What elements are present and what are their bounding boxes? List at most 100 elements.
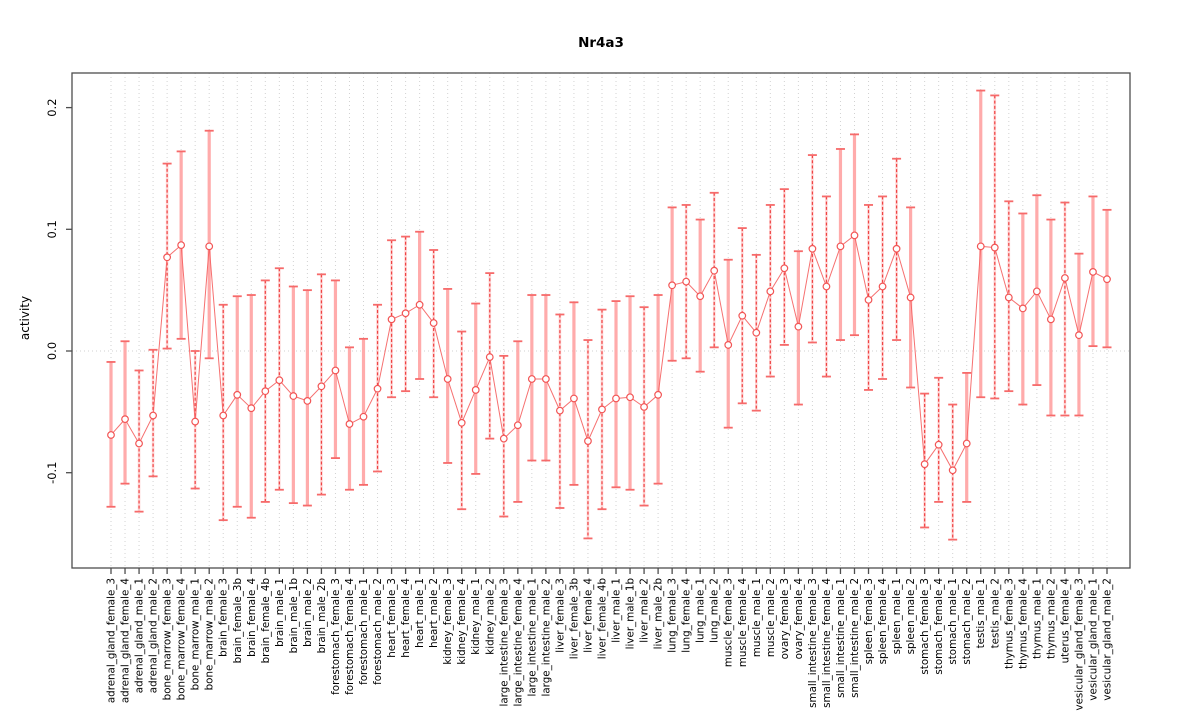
data-point <box>177 241 186 250</box>
data-point <box>149 411 157 420</box>
x-tick-label: adrenal_gland_male_2 <box>148 578 160 693</box>
y-tick-label: -0.1 <box>45 461 59 483</box>
data-point <box>205 242 214 251</box>
x-tick-label: liver_male_2 <box>639 578 651 643</box>
data-point <box>443 375 452 383</box>
data-point <box>247 404 256 413</box>
x-tick-label: brain_female_3 <box>218 578 230 657</box>
data-point <box>864 295 873 304</box>
data-point <box>429 319 438 327</box>
data-point <box>275 376 284 385</box>
data-point <box>289 392 298 400</box>
x-tick-label: spleen_female_3 <box>863 578 875 664</box>
data-point <box>373 384 382 393</box>
data-point <box>738 311 747 320</box>
x-tick-label: brain_female_3b <box>232 578 244 663</box>
data-point <box>766 287 775 296</box>
x-tick-label: kidney_male_1 <box>470 578 482 655</box>
data-point <box>962 439 971 448</box>
data-point <box>1103 275 1111 284</box>
x-tick-label: heart_male_1 <box>414 578 426 648</box>
data-point <box>135 439 143 448</box>
data-point <box>920 460 929 469</box>
data-point <box>878 282 887 291</box>
data-point <box>934 440 943 449</box>
x-tick-label: brain_male_1b <box>288 578 300 653</box>
data-point <box>710 266 719 275</box>
x-tick-label: liver_female_4b <box>596 578 608 659</box>
plot-frame <box>71 72 1131 569</box>
x-tick-label: vesicular_gland_male_2 <box>1102 578 1114 701</box>
x-tick-label: liver_female_4 <box>582 578 594 653</box>
x-tick-label: lung_female_4 <box>681 578 693 653</box>
x-tick-label: muscle_female_4 <box>737 578 749 667</box>
x-tick-label: bone_marrow_female_3 <box>162 578 174 700</box>
data-point <box>654 390 662 399</box>
x-tick-label: testis_male_1 <box>975 578 987 648</box>
x-tick-label: bone_marrow_female_4 <box>176 578 188 700</box>
data-point <box>892 244 901 253</box>
x-tick-label: kidney_male_2 <box>484 578 496 655</box>
data-point <box>598 405 606 414</box>
data-point <box>836 242 845 251</box>
data-point <box>752 328 761 337</box>
data-point <box>359 412 368 421</box>
data-point <box>513 421 522 430</box>
data-point <box>1032 287 1041 296</box>
data-point <box>556 406 564 415</box>
data-point <box>387 315 396 324</box>
x-tick-label: lung_male_1 <box>695 578 707 643</box>
x-tick-label: liver_female_3 <box>554 578 566 653</box>
x-tick-label: large_intestine_male_1 <box>526 578 538 697</box>
data-point <box>233 390 242 399</box>
data-point <box>906 293 915 302</box>
data-point <box>1004 293 1013 302</box>
data-point <box>303 396 312 405</box>
data-point <box>696 292 705 301</box>
data-point <box>808 244 817 253</box>
data-point <box>682 277 691 286</box>
x-tick-label: adrenal_gland_female_4 <box>120 578 132 703</box>
data-point <box>317 382 326 391</box>
x-tick-label: stomach_female_4 <box>933 578 945 675</box>
x-tick-label: brain_male_1 <box>274 578 286 647</box>
x-tick-label: adrenal_gland_male_1 <box>134 578 146 693</box>
data-point <box>163 253 172 262</box>
y-axis-label: activity <box>18 296 32 340</box>
x-tick-label: thymus_male_1 <box>1031 578 1043 659</box>
x-tick-label: small_intestine_female_4 <box>821 578 833 708</box>
data-point <box>850 231 859 240</box>
x-tick-label: large_intestine_female_3 <box>498 578 510 706</box>
x-tick-label: ovary_female_4 <box>793 578 805 659</box>
x-tick-label: liver_male_1 <box>611 578 623 643</box>
x-tick-label: forestomach_male_2 <box>372 578 384 685</box>
x-tick-label: ovary_female_3 <box>779 578 791 659</box>
data-point <box>401 309 410 318</box>
x-tick-label: spleen_female_4 <box>877 578 889 664</box>
x-tick-label: liver_male_1b <box>625 578 637 649</box>
x-tick-label: thymus_female_4 <box>1017 578 1029 669</box>
data-point <box>471 386 480 394</box>
data-point <box>948 466 957 475</box>
x-tick-label: brain_female_4 <box>246 578 258 657</box>
data-point <box>584 437 592 445</box>
x-tick-label: spleen_male_1 <box>891 578 903 654</box>
x-tick-label: vesicular_gland_female_3 <box>1073 578 1085 711</box>
x-tick-label: adrenal_gland_female_3 <box>106 578 118 703</box>
data-point <box>822 282 831 291</box>
data-point <box>191 417 200 426</box>
data-point <box>541 375 550 383</box>
x-tick-label: heart_female_3 <box>386 578 398 658</box>
data-point <box>1046 315 1055 324</box>
chart-title: Nr4a3 <box>578 35 624 51</box>
data-point <box>107 431 115 439</box>
data-point <box>612 394 620 403</box>
x-tick-label: forestomach_female_3 <box>330 578 342 695</box>
data-point <box>331 366 340 375</box>
x-tick-label: stomach_male_1 <box>947 578 959 665</box>
data-point <box>345 420 354 428</box>
x-tick-label: brain_male_2b <box>316 578 328 653</box>
data-point <box>1061 274 1069 282</box>
